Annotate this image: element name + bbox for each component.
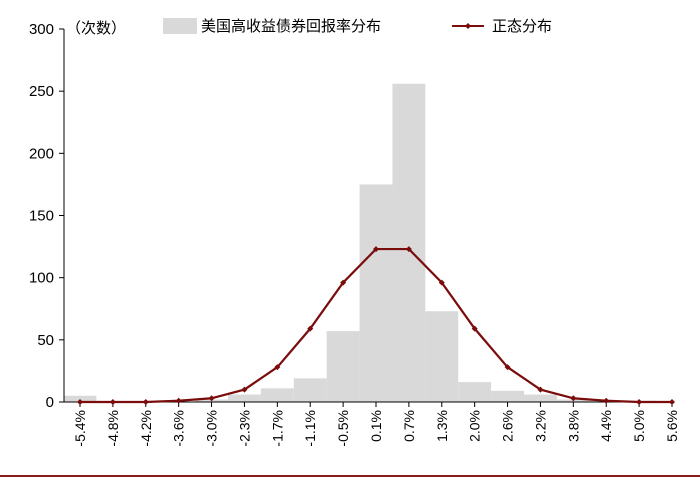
histogram-bar	[64, 395, 97, 402]
line-point-marker	[109, 399, 116, 405]
line-point-marker	[438, 279, 445, 286]
line-point-marker	[340, 279, 347, 286]
histogram-bars	[64, 83, 656, 402]
histogram-bar	[491, 390, 524, 402]
histogram-bar	[359, 184, 393, 402]
x-tick-label: -5.4%	[72, 410, 88, 447]
line-point-marker	[669, 399, 675, 405]
line-point-marker	[537, 386, 544, 393]
line-point-marker	[142, 399, 149, 405]
line-point-marker	[175, 397, 182, 404]
line-point-marker	[241, 386, 248, 393]
histogram-bar	[228, 394, 261, 402]
y-tick-label: 300	[29, 21, 54, 38]
line-point-marker	[603, 397, 610, 404]
x-tick-label: -3.6%	[171, 410, 187, 447]
y-axis-unit-label: （次数）	[66, 20, 126, 37]
histogram-bar	[293, 378, 327, 402]
x-tick-label: -3.0%	[204, 410, 220, 447]
legend-swatch-histogram	[163, 18, 197, 34]
legend: 美国高收益债券回报率分布 正态分布	[163, 18, 552, 35]
histogram-bar	[524, 394, 557, 402]
line-point-marker	[307, 325, 314, 332]
y-tick-label: 50	[37, 332, 54, 349]
x-tick-label: 5.0%	[631, 410, 647, 442]
histogram-bar	[458, 382, 492, 402]
x-axis-ticks: -5.4% -4.8% -4.2% -3.6% -3.0% -2.3% -1.7% -1.1%…	[72, 402, 680, 447]
line-point-marker	[77, 399, 83, 405]
x-tick-label: 1.3%	[434, 410, 450, 442]
legend-label-line: 正态分布	[492, 18, 552, 35]
y-tick-label: 250	[29, 83, 54, 100]
y-tick-label: 100	[29, 270, 54, 287]
y-tick-label: 150	[29, 208, 54, 225]
normal-distribution-line	[77, 246, 675, 405]
x-tick-label: -4.8%	[105, 410, 121, 447]
x-tick-label: 4.4%	[598, 410, 614, 442]
x-tick-label: 5.6%	[664, 410, 680, 442]
x-tick-label: 2.6%	[500, 410, 516, 442]
line-point-marker	[570, 395, 577, 402]
x-tick-label: 3.2%	[532, 410, 548, 442]
histogram-bar	[392, 83, 426, 402]
line-point-marker	[405, 246, 412, 253]
y-axis-ticks: 0 50 100 150 200 250 300	[29, 21, 64, 411]
line-point-marker	[636, 399, 643, 405]
x-tick-label: 0.1%	[368, 410, 384, 442]
y-tick-label: 200	[29, 145, 54, 162]
histogram-bar	[425, 311, 459, 402]
y-tick-label: 0	[46, 394, 54, 411]
line-point-marker	[208, 395, 215, 402]
x-tick-label: -1.1%	[302, 410, 318, 447]
x-tick-label: 2.0%	[467, 410, 483, 442]
x-tick-label: 0.7%	[401, 410, 417, 442]
x-tick-label: -1.7%	[269, 410, 285, 447]
histogram-bar	[326, 331, 360, 402]
x-tick-label: -4.2%	[138, 410, 154, 447]
line-point-marker	[373, 246, 379, 253]
line-point-marker	[274, 364, 281, 371]
histogram-bar	[260, 388, 294, 402]
line-point-marker	[471, 325, 478, 332]
legend-marker-diamond	[465, 23, 471, 29]
line-point-marker	[504, 364, 511, 371]
x-tick-label: -0.5%	[335, 410, 351, 447]
x-tick-label: 3.8%	[565, 410, 581, 442]
legend-label-histogram: 美国高收益债券回报率分布	[201, 18, 381, 35]
x-tick-label: -2.3%	[236, 410, 252, 447]
